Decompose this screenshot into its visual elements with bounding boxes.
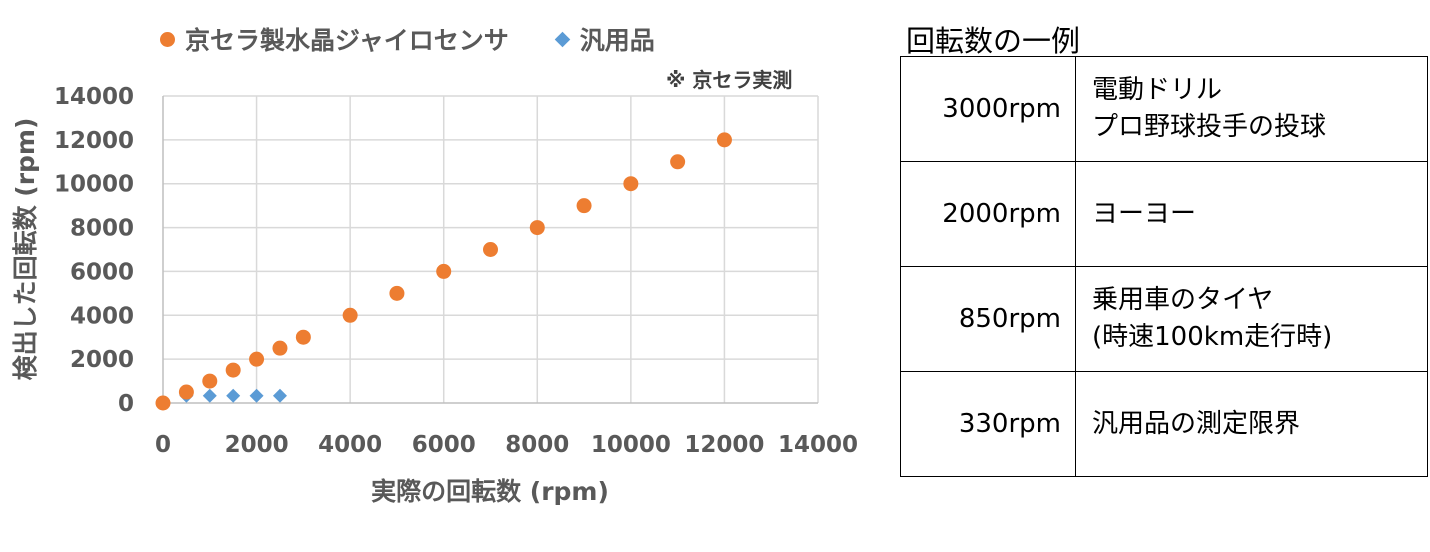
rpm-example-table: 3000rpm 電動ドリル プロ野球投手の投球 2000rpm ヨーヨー 850…	[900, 56, 1428, 477]
data-point-kyocera	[436, 263, 452, 279]
data-point-kyocera	[272, 340, 288, 356]
rpm-value: 330rpm	[900, 371, 1076, 477]
example-text: 電動ドリル	[1092, 75, 1223, 105]
data-point-kyocera	[529, 220, 545, 236]
table-row: 3000rpm 電動ドリル プロ野球投手の投球	[900, 56, 1428, 162]
rpm-value: 850rpm	[900, 266, 1076, 372]
y-tick-labels: 0 2000 4000 6000 8000 10000 12000 14000	[54, 84, 134, 417]
example-cell: ヨーヨー	[1075, 161, 1428, 267]
x-tick-label: 8000	[505, 432, 569, 458]
legend-entry-kyocera: 京セラ製水晶ジャイロセンサ	[160, 21, 509, 57]
y-tick-label: 4000	[70, 303, 134, 329]
data-point-kyocera	[225, 362, 241, 378]
data-point-generic	[202, 388, 217, 403]
data-point-generic	[272, 388, 287, 403]
x-axis-label: 実際の回転数 (rpm)	[371, 477, 609, 506]
table-row: 330rpm 汎用品の測定限界	[900, 371, 1428, 477]
example-text: 汎用品の測定限界	[1092, 408, 1301, 439]
axes	[162, 96, 818, 404]
x-tick-label: 2000	[225, 432, 289, 458]
x-tick-label: 0	[155, 432, 171, 458]
data-point-kyocera	[483, 242, 498, 257]
data-point-kyocera	[249, 351, 265, 367]
example-cell: 汎用品の測定限界	[1075, 371, 1428, 477]
y-tick-label: 12000	[54, 128, 134, 154]
y-tick-label: 8000	[70, 216, 134, 242]
data-point-kyocera	[342, 307, 358, 323]
rpm-value: 3000rpm	[900, 56, 1076, 162]
y-tick-label: 10000	[54, 172, 134, 198]
x-tick-labels: 0 2000 4000 6000 8000 10000 12000 14000	[155, 432, 858, 458]
example-text: プロ野球投手の投球	[1092, 112, 1327, 142]
x-tick-label: 14000	[778, 432, 858, 458]
data-point-kyocera	[670, 154, 686, 170]
example-cell: 乗用車のタイヤ (時速100km走行時)	[1075, 266, 1428, 372]
example-text: (時速100km走行時)	[1092, 322, 1333, 352]
y-tick-label: 14000	[54, 84, 134, 110]
y-tick-label: 2000	[70, 347, 134, 373]
table-row: 2000rpm ヨーヨー	[900, 161, 1428, 267]
data-point-generic	[249, 388, 264, 403]
example-text: 乗用車のタイヤ	[1092, 285, 1274, 315]
data-point-kyocera	[576, 198, 592, 214]
legend-diamond-marker	[554, 31, 571, 47]
table-title: 回転数の一例	[906, 24, 1081, 58]
data-point-generic	[226, 388, 241, 403]
example-cell: 電動ドリル プロ野球投手の投球	[1075, 56, 1428, 162]
example-text: ヨーヨー	[1092, 198, 1197, 229]
x-tick-label: 10000	[591, 432, 671, 458]
data-point-kyocera	[716, 132, 732, 148]
rpm-value: 2000rpm	[900, 161, 1076, 267]
legend-entry-generic: 汎用品	[554, 21, 655, 57]
data-point-kyocera	[155, 395, 171, 411]
x-tick-label: 12000	[684, 432, 764, 458]
grid-lines	[163, 95, 819, 403]
table-row: 850rpm 乗用車のタイヤ (時速100km走行時)	[900, 266, 1428, 372]
y-tick-label: 0	[118, 391, 134, 417]
y-axis-label: 検出した回転数 (rpm)	[11, 118, 40, 381]
data-point-kyocera	[623, 176, 639, 192]
scatter-chart: 0 2000 4000 6000 8000 10000 12000 14000 0 2000 40…	[11, 84, 858, 506]
data-point-kyocera	[202, 373, 218, 389]
chart-legend: 京セラ製水晶ジャイロセンサ 汎用品	[160, 22, 701, 56]
x-tick-label: 6000	[412, 432, 476, 458]
data-point-kyocera	[295, 329, 311, 345]
data-point-kyocera	[389, 285, 405, 301]
y-tick-label: 6000	[70, 259, 134, 285]
data-point-kyocera	[178, 384, 194, 400]
legend-circle-marker	[160, 31, 175, 47]
legend-label-kyocera: 京セラ製水晶ジャイロセンサ	[185, 26, 509, 55]
legend-label-generic: 汎用品	[579, 26, 655, 55]
chart-annotation: ※ 京セラ実測	[666, 68, 793, 92]
data-points	[155, 132, 732, 411]
x-tick-label: 4000	[318, 432, 382, 458]
